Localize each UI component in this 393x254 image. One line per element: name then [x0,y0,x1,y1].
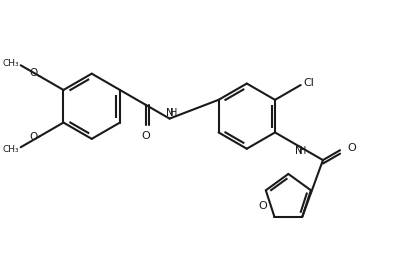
Text: O: O [29,68,38,78]
Text: Cl: Cl [304,78,314,88]
Text: H: H [299,146,307,156]
Text: CH₃: CH₃ [2,59,19,68]
Text: N: N [166,108,173,118]
Text: H: H [170,108,177,118]
Text: CH₃: CH₃ [2,145,19,154]
Text: O: O [258,201,267,211]
Text: O: O [141,132,150,141]
Text: O: O [29,132,38,142]
Text: O: O [347,143,356,153]
Text: N: N [295,146,303,156]
